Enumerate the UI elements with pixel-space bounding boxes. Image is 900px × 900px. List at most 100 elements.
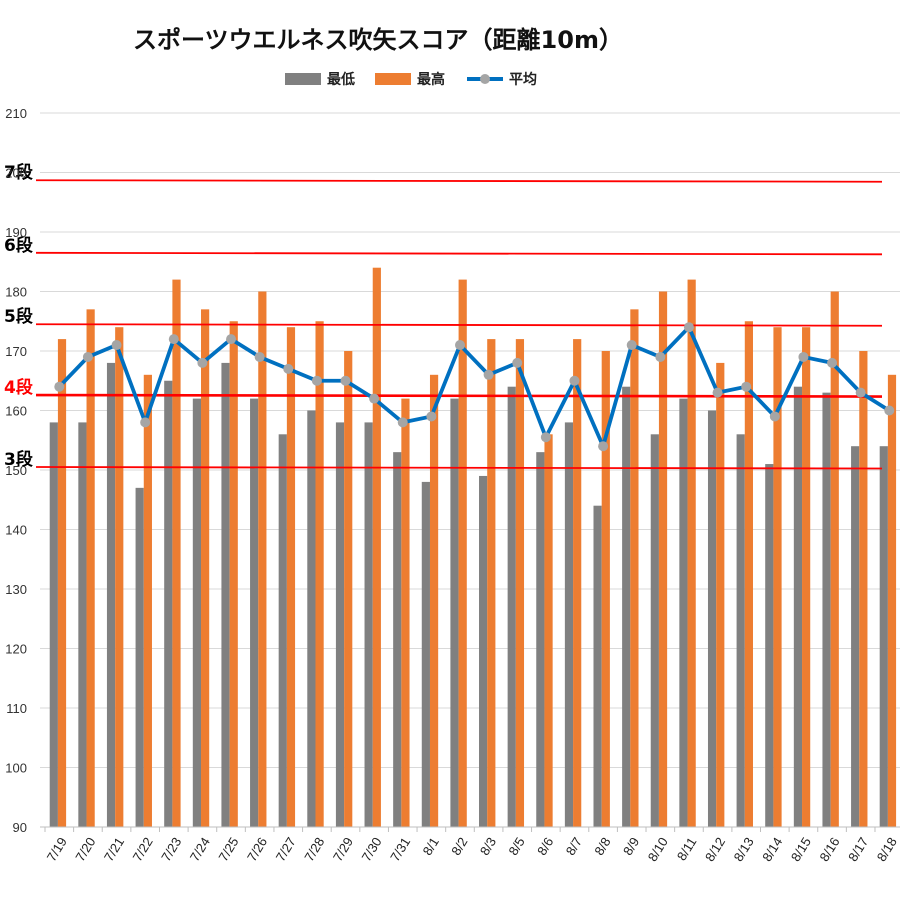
series-line-average xyxy=(57,325,891,449)
bar-max xyxy=(573,339,582,827)
average-point xyxy=(769,411,780,422)
legend-swatch-min xyxy=(285,73,321,85)
bar-min xyxy=(707,410,717,827)
bar-max xyxy=(315,321,324,827)
bar-max xyxy=(687,279,696,828)
average-point xyxy=(311,375,322,386)
average-point xyxy=(226,334,237,345)
bar-min xyxy=(250,398,259,827)
bar-min xyxy=(507,386,516,827)
reference-lines: 7段 6段 5段 4段 3段 xyxy=(4,162,883,470)
bar-max xyxy=(258,291,267,827)
gridlines xyxy=(40,112,900,828)
legend: 最低 最高 平均 xyxy=(285,71,537,88)
reference-line xyxy=(35,393,883,398)
reference-line-label: 7段 xyxy=(4,162,33,183)
bar-min xyxy=(221,362,230,827)
legend-marker-average xyxy=(480,74,490,84)
average-point xyxy=(626,340,637,351)
average-point xyxy=(340,375,351,386)
bar-max xyxy=(229,321,238,827)
bar-max xyxy=(887,374,897,827)
bar-min xyxy=(307,410,316,827)
bar-min xyxy=(564,422,574,827)
average-point xyxy=(683,322,694,333)
bar-min xyxy=(164,380,173,827)
bar-max xyxy=(57,339,67,827)
bar-max xyxy=(859,351,868,827)
bar-min xyxy=(335,422,345,827)
average-point xyxy=(82,351,93,362)
chart-title: スポーツウエルネス吹矢スコア（距離10m） xyxy=(133,26,623,54)
bar-max xyxy=(458,279,467,828)
y-tick-label: 170 xyxy=(5,344,27,359)
reference-line xyxy=(35,179,883,183)
bar-max xyxy=(515,339,525,827)
average-point xyxy=(741,381,752,392)
bar-min xyxy=(49,422,58,827)
y-tick-label: 140 xyxy=(5,523,27,538)
average-point xyxy=(54,381,65,392)
average-line xyxy=(54,322,895,452)
legend-swatch-max xyxy=(375,73,411,85)
bar-max xyxy=(344,351,353,827)
reference-line-label: 3段 xyxy=(4,449,33,470)
bar-max xyxy=(802,327,811,827)
bar-min xyxy=(278,434,287,827)
y-tick-label: 160 xyxy=(5,404,27,419)
bar-min xyxy=(622,386,631,827)
bar-max xyxy=(429,374,439,827)
legend-label-min: 最低 xyxy=(327,71,355,88)
average-point xyxy=(712,387,723,398)
bar-min xyxy=(192,398,202,827)
bar-min xyxy=(879,446,888,827)
average-point xyxy=(454,340,465,351)
y-tick-label: 130 xyxy=(5,582,27,597)
bar-max xyxy=(487,339,496,827)
bar-min xyxy=(479,475,488,827)
average-point xyxy=(254,351,265,362)
bar-min xyxy=(106,362,116,827)
bar-max xyxy=(744,321,753,827)
average-point xyxy=(827,357,838,368)
bar-max xyxy=(830,291,839,827)
reference-line-label: 6段 xyxy=(4,235,33,256)
average-point xyxy=(140,417,151,428)
y-tick-label: 150 xyxy=(5,463,27,478)
average-point xyxy=(855,387,866,398)
bar-min xyxy=(650,434,659,827)
bar-min xyxy=(679,398,688,827)
average-point xyxy=(283,363,294,374)
bar-max xyxy=(630,309,639,828)
bar-max xyxy=(86,309,95,828)
bar-max xyxy=(773,327,782,827)
y-tick-label: 120 xyxy=(5,642,27,657)
average-point xyxy=(483,369,494,380)
bar-min xyxy=(536,452,545,827)
bar-max xyxy=(716,362,725,827)
y-tick-label: 90 xyxy=(13,820,27,835)
bar-max xyxy=(401,398,410,827)
reference-line xyxy=(35,323,883,327)
bar-min xyxy=(393,452,402,827)
bar-min xyxy=(851,446,860,827)
bar-min xyxy=(822,392,831,827)
average-point xyxy=(111,340,122,351)
y-tick-label: 210 xyxy=(5,106,27,121)
bar-max xyxy=(201,309,210,828)
reference-line-label: 4段 xyxy=(4,377,33,398)
average-point xyxy=(397,417,408,428)
bar-min xyxy=(364,422,373,827)
bar-max xyxy=(172,279,181,828)
average-point xyxy=(798,351,809,362)
average-point xyxy=(598,441,609,452)
average-point xyxy=(884,405,895,416)
average-point xyxy=(540,432,551,443)
y-tick-label: 110 xyxy=(6,701,27,716)
bar-min xyxy=(421,481,430,827)
average-point xyxy=(569,375,580,386)
legend-label-max: 最高 xyxy=(417,71,445,88)
reference-line xyxy=(35,251,883,256)
legend-label-average: 平均 xyxy=(509,71,537,88)
